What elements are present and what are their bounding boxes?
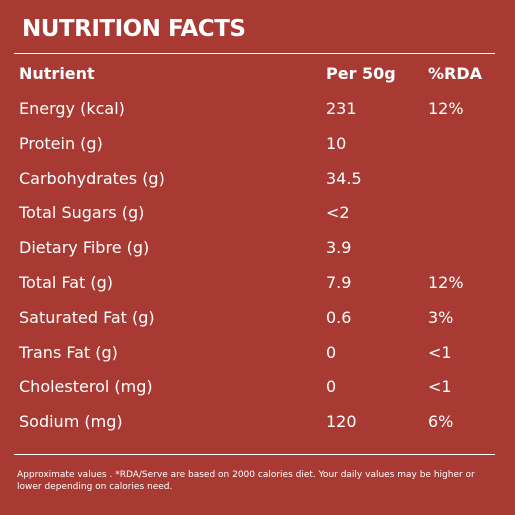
table-cell: <1	[428, 342, 452, 362]
table-cell: 0.6	[326, 307, 352, 327]
table-cell: Saturated Fat (g)	[19, 307, 155, 327]
table-cell: 120	[326, 412, 357, 432]
table-cell: Carbohydrates (g)	[19, 168, 165, 188]
table-cell: Cholesterol (mg)	[19, 377, 153, 397]
table-cell: Total Fat (g)	[19, 273, 113, 292]
footnote: Approximate values . *RDA/Serve are base…	[17, 470, 475, 492]
table-cell: 12%	[428, 273, 464, 292]
table-cell: <1	[428, 377, 452, 397]
table-cell: 7.9	[326, 273, 352, 292]
table-cell: 0	[326, 342, 337, 362]
column-header: Per 50g	[326, 64, 396, 83]
table-cell: 10	[326, 133, 347, 153]
divider	[14, 53, 495, 54]
table-cell: 0	[326, 377, 337, 397]
table-cell: 3%	[428, 307, 454, 327]
table-cell: Protein (g)	[19, 133, 103, 153]
divider	[14, 454, 495, 455]
table-cell: Dietary Fibre (g)	[19, 238, 150, 258]
table-cell: 12%	[428, 99, 464, 118]
table-cell: 34.5	[326, 168, 362, 188]
table-cell: <2	[326, 203, 350, 223]
table-cell: Trans Fat (g)	[19, 342, 118, 362]
table-cell: Sodium (mg)	[19, 412, 123, 432]
table-cell: Total Sugars (g)	[19, 203, 145, 223]
column-header: Nutrient	[19, 64, 95, 83]
table-cell: 6%	[428, 412, 454, 432]
table-cell: 231	[326, 99, 357, 118]
title: NUTRITION FACTS	[22, 16, 246, 42]
table-cell: Energy (kcal)	[19, 99, 125, 118]
column-header: %RDA	[428, 64, 483, 83]
table-cell: 3.9	[326, 238, 352, 258]
